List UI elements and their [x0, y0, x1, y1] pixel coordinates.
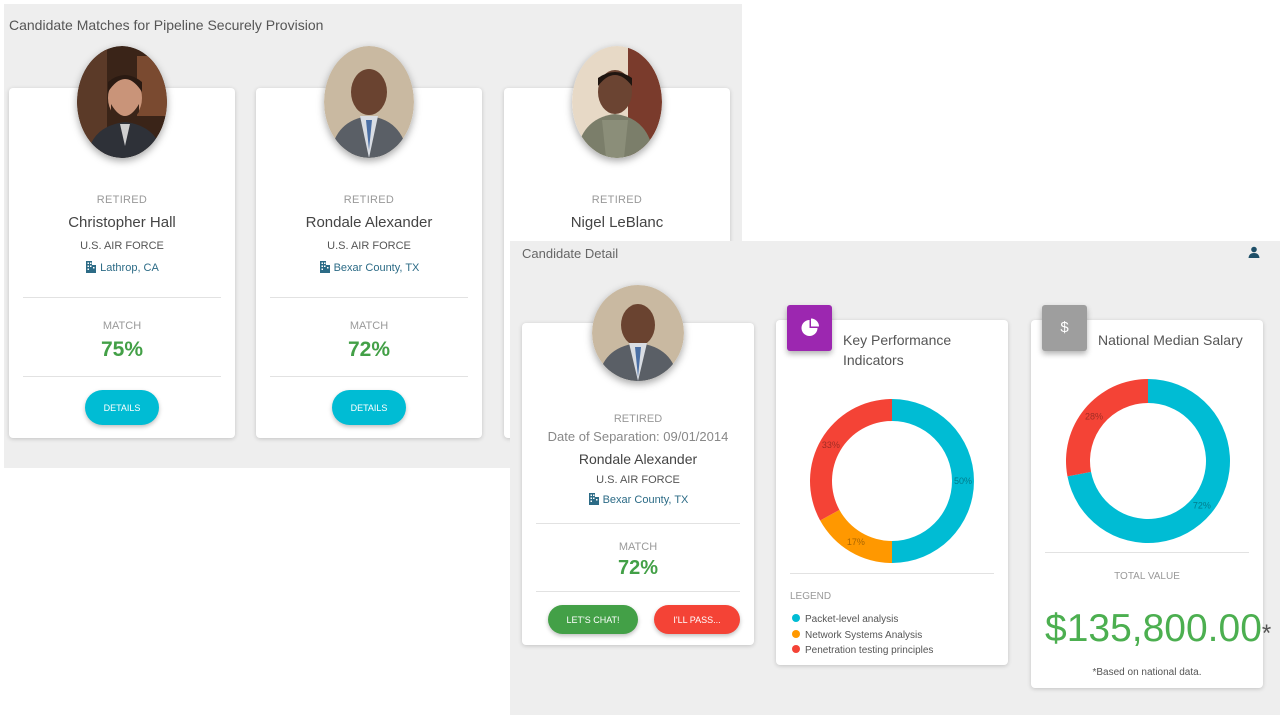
lets-chat-button[interactable]: LET'S CHAT! [548, 605, 638, 634]
avatar [77, 46, 167, 158]
location: Bexar County, TX [256, 260, 482, 274]
candidate-card[interactable]: RETIRED Rondale Alexander U.S. AIR FORCE… [256, 46, 482, 438]
service-branch: U.S. AIR FORCE [596, 474, 680, 486]
building-icon [86, 261, 97, 273]
divider [23, 297, 221, 298]
legend-item: Penetration testing principles [792, 645, 933, 656]
candidate-card[interactable]: RETIRED Christopher Hall U.S. AIR FORCE … [9, 46, 235, 438]
service-status: RETIRED [613, 413, 663, 425]
avatar [592, 285, 684, 381]
match-percentage: 75% [100, 338, 144, 361]
divider [270, 297, 468, 298]
service-status: RETIRED [96, 194, 148, 206]
divider [1045, 552, 1249, 553]
legend-item: Network Systems Analysis [792, 630, 922, 641]
divider [270, 376, 468, 377]
legend-dot [792, 614, 800, 622]
match-label: MATCH [102, 320, 142, 332]
legend-dot [792, 645, 800, 653]
legend-label: Packet-level analysis [805, 614, 899, 625]
candidate-name: Christopher Hall [68, 214, 176, 231]
salary-note: *Based on national data. [1092, 667, 1202, 678]
kpi-title: Key Performance Indicators [843, 330, 951, 370]
location: Lathrop, CA [9, 260, 235, 274]
location-text: Bexar County, TX [602, 494, 689, 506]
avatar [572, 46, 662, 158]
dollar-icon: $ [1042, 305, 1087, 351]
salary-value-text: $135,800.00 [1045, 607, 1262, 650]
salary-amount: $135,800.00* [1045, 607, 1271, 651]
candidate-name: Rondale Alexander [578, 451, 698, 467]
service-branch: U.S. AIR FORCE [80, 240, 164, 252]
user-icon[interactable] [1248, 246, 1260, 258]
ill-pass-button[interactable]: I'LL PASS... [654, 605, 740, 634]
kpi-tile [787, 305, 832, 351]
kpi-donut-chart: 50% 17% 33% [810, 399, 974, 563]
divider [23, 376, 221, 377]
divider [790, 573, 994, 574]
candidate-name: Nigel LeBlanc [570, 214, 664, 231]
legend-title: LEGEND [790, 591, 832, 602]
legend-item: Packet-level analysis [792, 614, 898, 625]
divider [536, 523, 740, 524]
avatar [324, 46, 414, 158]
donut-slice [892, 399, 974, 563]
pie-chart-icon [801, 318, 819, 336]
legend-label: Network Systems Analysis [805, 630, 923, 641]
legend-dot [792, 630, 800, 638]
match-label: MATCH [349, 320, 389, 332]
matches-title: Candidate Matches for Pipeline Securely … [9, 17, 324, 33]
location-text: Bexar County, TX [333, 262, 420, 274]
kpi-card: Key Performance Indicators 50% 17% 33% LEG… [776, 305, 1008, 665]
donut-slice [1067, 379, 1230, 543]
service-status: RETIRED [591, 194, 643, 206]
details-button[interactable]: DETAILS [332, 390, 406, 425]
donut-slice [1066, 379, 1148, 477]
match-label: MATCH [618, 541, 658, 553]
donut-slice-label: 17% [847, 537, 865, 547]
donut-slice [810, 399, 892, 521]
kpi-title-line1: Key Performance [843, 332, 952, 348]
location: Bexar County, TX [522, 492, 754, 506]
service-branch: U.S. AIR FORCE [327, 240, 411, 252]
service-status: RETIRED [343, 194, 395, 206]
donut-slice [820, 509, 892, 563]
candidate-detail-panel: Candidate Detail RETIRED Date of Separat… [510, 241, 1280, 715]
building-icon [588, 493, 599, 505]
match-percentage: 72% [617, 557, 659, 579]
salary-footnote-marker: * [1261, 620, 1272, 647]
total-value-label: TOTAL VALUE [1114, 571, 1180, 582]
match-percentage: 72% [347, 338, 391, 361]
location-text: Lathrop, CA [100, 262, 159, 274]
salary-title: National Median Salary [1098, 332, 1243, 348]
kpi-title-line2: Indicators [843, 352, 904, 368]
salary-card: $ National Median Salary 72% 28% TOTAL VA… [1031, 305, 1271, 688]
donut-slice-label: 50% [954, 476, 972, 486]
divider [536, 591, 740, 592]
detail-title: Candidate Detail [522, 246, 619, 261]
donut-slice-label: 33% [822, 440, 840, 450]
candidate-name: Rondale Alexander [305, 214, 433, 231]
donut-slice-label: 28% [1085, 411, 1103, 421]
profile-card: RETIRED Date of Separation: 09/01/2014 R… [522, 285, 754, 645]
salary-donut-chart: 72% 28% [1066, 379, 1230, 543]
building-icon [319, 261, 330, 273]
donut-slice-label: 72% [1193, 501, 1211, 511]
legend-label: Penetration testing principles [805, 645, 934, 656]
separation-date: Date of Separation: 09/01/2014 [547, 429, 729, 444]
details-button[interactable]: DETAILS [85, 390, 159, 425]
